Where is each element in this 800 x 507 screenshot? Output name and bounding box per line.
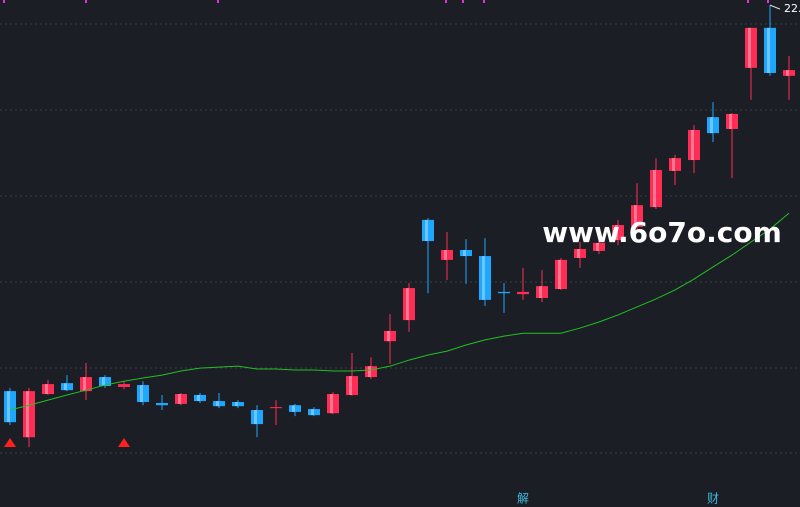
candle-highlight xyxy=(292,405,295,412)
candle-body xyxy=(631,205,643,227)
candle-highlight xyxy=(463,249,466,257)
top-markers xyxy=(3,0,769,3)
high-pointer xyxy=(769,4,781,10)
candle-body xyxy=(517,291,529,295)
candle-body xyxy=(99,377,111,387)
candle-body xyxy=(175,394,187,404)
candle-body xyxy=(460,249,472,257)
candle-highlight xyxy=(672,158,675,171)
candle-body xyxy=(308,409,320,416)
candle-body xyxy=(80,377,92,392)
candle-body xyxy=(4,391,16,423)
buy-signal xyxy=(4,438,16,447)
candle-highlight xyxy=(330,394,333,414)
ma-line xyxy=(9,212,790,411)
candle-highlight xyxy=(311,409,314,416)
candle-body xyxy=(194,394,206,402)
candle-body xyxy=(574,249,586,258)
candle-highlight xyxy=(482,256,485,300)
candle-highlight xyxy=(596,242,599,251)
candle-highlight xyxy=(748,27,751,68)
candle-body xyxy=(137,385,149,403)
candle-body xyxy=(726,113,738,129)
watermark: www.6o7o.com xyxy=(542,216,782,249)
event-label: 财 xyxy=(707,492,719,506)
candle-body xyxy=(61,383,73,391)
candle-body xyxy=(479,256,491,300)
candle-highlight xyxy=(786,70,789,76)
candle-highlight xyxy=(558,259,561,290)
candle-highlight xyxy=(368,366,371,378)
candle-highlight xyxy=(710,117,713,134)
candle-highlight xyxy=(729,113,732,129)
candle-body xyxy=(555,259,567,290)
candle-body xyxy=(707,117,719,134)
candle-body xyxy=(783,70,795,76)
candle-highlight xyxy=(235,402,238,407)
candle-body xyxy=(23,391,35,438)
candle-body xyxy=(365,366,377,378)
buy-signal xyxy=(118,438,130,447)
candle-highlight xyxy=(178,394,181,404)
candle-highlight xyxy=(406,288,409,321)
candle-body xyxy=(593,242,605,251)
candle-body xyxy=(42,384,54,395)
candle-highlight xyxy=(577,249,580,258)
candle-body xyxy=(232,402,244,407)
candle-highlight xyxy=(425,219,428,242)
high-label: 22. xyxy=(784,2,800,15)
candle-body xyxy=(213,401,225,407)
candle-highlight xyxy=(26,391,29,438)
candle-highlight xyxy=(254,410,257,425)
candle-body xyxy=(612,225,624,241)
event-label: 解 xyxy=(517,492,529,506)
candle-body xyxy=(669,158,681,171)
candle-highlight xyxy=(197,394,200,402)
candle-highlight xyxy=(83,377,86,392)
candle-body xyxy=(536,286,548,298)
candle-highlight xyxy=(45,384,48,395)
candle-highlight xyxy=(64,383,67,391)
candle-highlight xyxy=(653,169,656,208)
candle-body xyxy=(118,384,130,387)
candle-highlight xyxy=(140,385,143,403)
candle-highlight xyxy=(539,286,542,298)
candle-body xyxy=(346,376,358,395)
candle-body xyxy=(327,394,339,414)
candle-highlight xyxy=(102,377,105,387)
grid xyxy=(0,23,800,454)
candle-highlight xyxy=(615,225,618,241)
candle-body xyxy=(403,288,415,321)
candle-highlight xyxy=(349,376,352,395)
candle-body xyxy=(289,405,301,412)
candle-body xyxy=(764,27,776,73)
candle-highlight xyxy=(691,129,694,161)
candle-highlight xyxy=(7,391,10,423)
candle-body xyxy=(688,129,700,161)
candle-body xyxy=(498,291,510,294)
candle-body xyxy=(251,410,263,425)
candle-body xyxy=(650,169,662,208)
candle-highlight xyxy=(634,205,637,227)
candle-body xyxy=(384,330,396,342)
candle-body xyxy=(745,27,757,68)
candle-highlight xyxy=(444,249,447,260)
candle-body xyxy=(156,402,168,406)
candle-body xyxy=(270,407,282,409)
candle-highlight xyxy=(216,401,219,407)
candle-highlight xyxy=(767,27,770,73)
candle-highlight xyxy=(387,330,390,342)
candle-body xyxy=(441,249,453,260)
candle-body xyxy=(422,219,434,242)
